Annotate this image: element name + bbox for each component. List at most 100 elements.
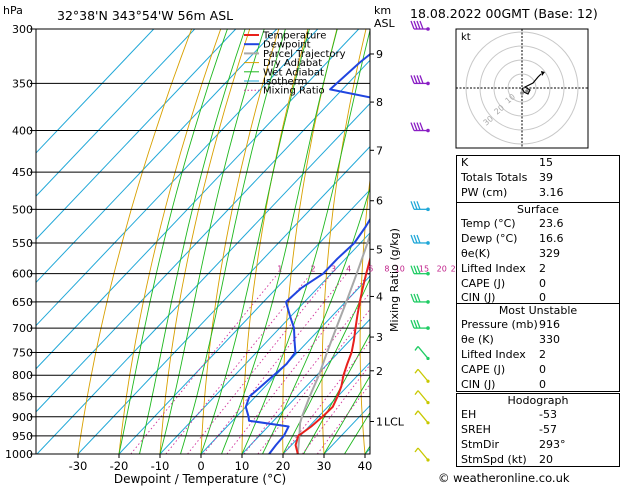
surface-row: CIN (J) 0 [457,291,619,306]
series-parcel-trajectory [296,231,370,454]
surface-value: 16.6 [539,231,564,245]
mu-row: Pressure (mb) 916 [457,318,619,333]
height-tick-label: 1 [376,415,383,428]
isotherm-line [241,318,370,454]
isotherm-line [36,29,237,240]
surface-value: 0 [539,276,546,290]
wind-barb [417,346,429,359]
surface-title: Surface [517,203,559,216]
surface-panel: Surface Temp (°C) 23.6 Dewp (°C) 16.6 θe(K… [456,202,620,305]
mixing-ratio-label: 2 [310,265,315,274]
mu-value: 330 [539,332,560,346]
height-tick-label: 5 [376,243,383,256]
isotherm-line [36,59,370,413]
mixing-ratio-line [130,273,279,454]
surface-row: Temp (°C) 23.6 [457,217,619,232]
hodograph-panel: Hodograph EH -53 SREH -57 StmDir 293° StmSp… [456,393,620,467]
height-tick-label: 8 [376,96,383,109]
pressure-tick-label: 850 [12,391,33,404]
mu-row: Lifted Index 2 [457,348,619,363]
dry-adiabat [433,29,453,454]
pressure-tick-label: 400 [12,125,33,138]
wet-adiabat [323,375,370,454]
x-tick-label: 30 [317,459,332,473]
mixing-ratio-label: 8 [384,265,389,274]
legend-label: Dewpoint [263,40,311,51]
index-label: K [461,156,469,169]
hodo-row: StmSpd (kt) 20 [457,453,619,468]
surface-label: θe(K) [461,246,491,260]
mixing-ratio-label: 6 [368,265,373,274]
mu-label: Pressure (mb) [461,318,538,331]
index-label: Totals Totals [461,170,528,184]
mixing-ratio-label: 4 [346,265,351,274]
surface-value: 23.6 [539,217,564,230]
index-row-k: K 15 [457,156,619,171]
surface-row: Dewp (°C) 16.6 [457,232,619,247]
mu-label: CAPE (J) [461,362,506,376]
isotherm-line [118,189,370,454]
mu-value: 0 [539,362,546,376]
wind-barb [417,410,429,424]
mu-value: 2 [539,347,546,361]
isotherm-line [36,29,319,327]
height-tick-label: 3 [376,331,383,344]
hodograph-unit-label: kt [461,32,471,43]
mixing-ratio-label: 20 [437,265,447,274]
hodo-label: SREH [461,422,491,436]
plot-frame [35,28,371,455]
mixing-ratio-label: 15 [419,265,429,274]
surface-label: CAPE (J) [461,276,506,290]
credit-text: © weatheronline.co.uk [438,471,570,485]
height-tick-label: 7 [376,144,383,157]
isotherm-line [36,29,278,284]
hodo-label: EH [461,408,477,421]
pressure-tick-label: 650 [12,296,33,309]
index-value: 39 [539,170,553,184]
mu-row: θe (K) 330 [457,333,619,348]
height-tick-label: 2 [376,365,383,378]
mu-label: CIN (J) [461,377,496,391]
hodo-label: StmSpd (kt) [461,452,527,466]
hodo-row: StmDir 293° [457,438,619,453]
km-unit-label: km [374,4,391,17]
x-tick-label: -10 [151,459,170,473]
series-temperature [294,255,370,454]
legend-label: Temperature [262,31,326,42]
legend-label: Wet Adiabat [263,67,324,78]
mu-row: CIN (J) 0 [457,378,619,393]
hodograph-trace [521,73,542,95]
height-tick-label: 4 [376,290,383,303]
mixing-ratio-line [203,273,347,454]
index-value: 3.16 [539,185,564,199]
hodograph: kt 10 20 30 [455,28,589,149]
hodograph-title: Hodograph [507,394,569,407]
surface-row: CAPE (J) 0 [457,277,619,292]
x-tick-label: 20 [276,459,291,473]
legend-label: Isotherm [263,77,307,88]
lcl-label: LCL [384,415,405,428]
hodo-value: -57 [539,422,557,436]
index-row-tt: Totals Totals 39 [457,171,619,186]
pressure-tick-label: 500 [12,203,33,216]
legend-label: Dry Adiabat [263,58,322,69]
storm-motion-arrow [541,71,545,76]
mu-label: Lifted Index [461,347,526,361]
pressure-tick-label: 800 [12,369,33,382]
mixing-ratio-axis-title: Mixing Ratio (g/kg) [388,228,401,332]
x-tick-label: 0 [197,459,204,473]
height-tick-label: 6 [376,195,383,208]
pressure-tick-label: 750 [12,346,33,359]
isotherm-line [36,102,370,454]
isotherm-line [36,29,155,154]
most-unstable-title: Most Unstable [498,304,578,317]
mixing-ratio-label: 3 [331,265,336,274]
surface-row: Lifted Index 2 [457,262,619,277]
surface-value: 2 [539,261,546,275]
x-tick-label: -30 [69,459,88,473]
surface-label: CIN (J) [461,291,496,305]
surface-value: 329 [539,246,560,260]
pressure-tick-label: 600 [12,268,33,281]
legend-label: Mixing Ratio [263,86,325,97]
isotherm-line [36,29,196,197]
